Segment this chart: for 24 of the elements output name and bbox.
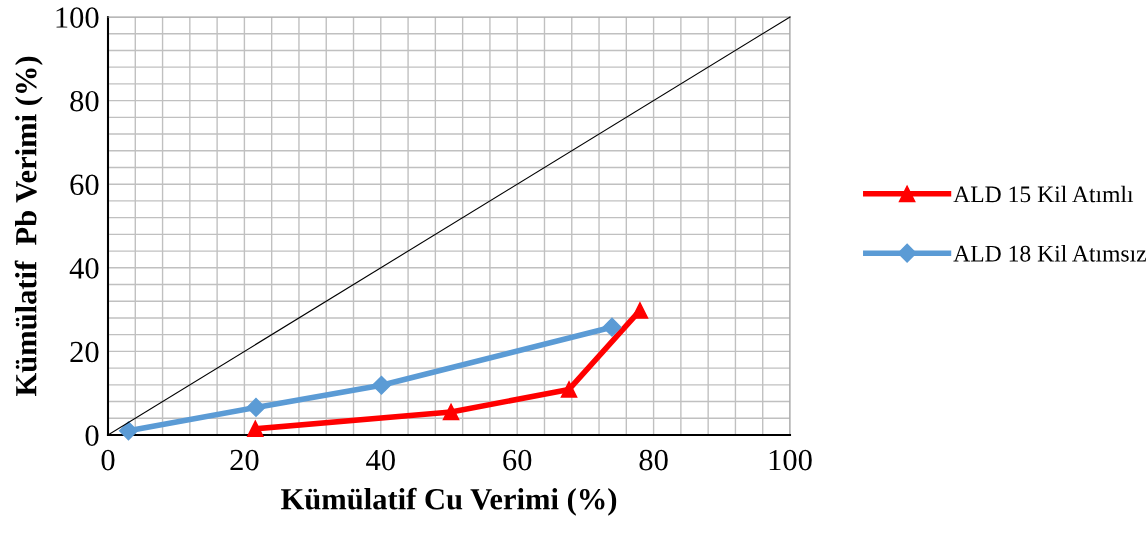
y-tick-label: 60 — [70, 174, 99, 196]
y-tick-label: 20 — [70, 341, 99, 363]
y-tick-label: 0 — [85, 425, 99, 446]
point — [118, 421, 138, 441]
point — [371, 375, 392, 395]
point — [246, 420, 264, 438]
x-tick-label: 20 — [230, 449, 259, 471]
y-tick-label: 40 — [69, 258, 99, 279]
x-axis-title: Kümülatif Cu Verimi (%) — [281, 487, 617, 516]
legend-label: ALD 18 Kil Atımsız — [953, 245, 1146, 262]
x-tick-label: 100 — [769, 449, 812, 471]
y-axis-title: Kümülatif Pb Verimi (%) — [14, 56, 43, 397]
x-tick-label: 0 — [101, 449, 115, 471]
point — [442, 403, 460, 421]
point — [560, 381, 578, 398]
point — [631, 302, 649, 319]
x-tick-label: 60 — [503, 449, 532, 471]
legend-label: ALD 15 Kil Atımlı — [953, 185, 1134, 203]
y-tick-label: 80 — [70, 90, 99, 112]
x-tick-label: 40 — [366, 449, 395, 471]
y-tick-label: 100 — [56, 7, 99, 28]
x-tick-label: 80 — [639, 449, 668, 471]
point — [602, 317, 622, 337]
point — [246, 397, 266, 417]
